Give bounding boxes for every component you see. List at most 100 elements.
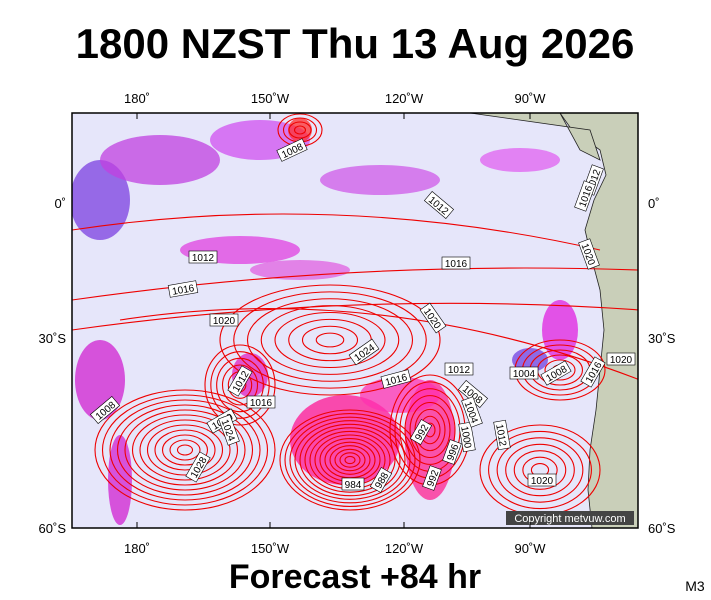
isobar [513, 450, 567, 490]
isobar [146, 424, 224, 476]
label-box [246, 395, 276, 409]
model-code: M3 [685, 578, 705, 594]
isobar-label: 1020 [527, 473, 557, 487]
isobar [304, 427, 396, 493]
label-box [606, 352, 636, 366]
bottom-lon-label: 180˚ [124, 541, 150, 556]
isobar [221, 364, 259, 406]
isobar-value: 1016 [171, 283, 195, 298]
isobar-label: 1012 [493, 419, 511, 451]
isobar [274, 311, 386, 369]
isobar [109, 399, 261, 501]
isobar [169, 439, 201, 461]
isobar [496, 437, 584, 503]
precipitation [250, 260, 350, 280]
isobar-value: 1016 [250, 398, 273, 409]
top-lon-label: 180˚ [124, 91, 150, 106]
right-lat-label: 0˚ [648, 196, 660, 211]
left-lat-label: 30˚S [39, 331, 67, 346]
isobar-label: 984 [341, 477, 365, 491]
isobar-value: 1020 [213, 316, 236, 327]
label-box [276, 138, 308, 162]
isobar [72, 213, 601, 251]
isobar [284, 413, 416, 507]
isobar [124, 409, 246, 491]
land [469, 113, 601, 161]
label-box [442, 439, 462, 465]
label-box [458, 421, 476, 453]
isobar [119, 308, 638, 380]
top-lon-label: 120˚W [385, 91, 424, 106]
isobar [154, 429, 216, 471]
isobar-label: 1016 [246, 395, 276, 409]
precipitation [72, 160, 130, 240]
label-box [227, 365, 253, 397]
isobar [101, 394, 269, 506]
label-box [348, 338, 380, 366]
isobar-value: 1000 [458, 425, 473, 449]
precipitation [542, 300, 578, 360]
isobar-label: 1004 [509, 366, 539, 380]
right-lat-label: 60˚S [648, 521, 676, 536]
label-box [185, 451, 211, 483]
precipitation [320, 165, 440, 195]
label-box [209, 313, 239, 327]
label-box [527, 473, 557, 487]
isobar [339, 452, 361, 468]
right-lat-label: 30˚S [648, 331, 676, 346]
isobar [116, 404, 254, 496]
label-box [409, 419, 433, 445]
label-box [580, 356, 606, 388]
isobar [161, 434, 209, 466]
isobar-value: 1016 [445, 259, 468, 270]
isobar-value: 1012 [448, 365, 471, 376]
label-box [493, 419, 511, 451]
isobar-label: 1012 [444, 362, 474, 376]
left-lat-label: 0˚ [54, 196, 66, 211]
label-box [574, 180, 596, 212]
isobar [139, 419, 231, 481]
label-box [423, 190, 455, 220]
isobar [279, 409, 421, 511]
isobar-value: 1020 [610, 355, 633, 366]
label-box [422, 465, 442, 491]
copyright: Copyright metvuw.com [514, 513, 625, 525]
precipitation [100, 135, 220, 185]
map-frame [71, 112, 639, 529]
label-box [89, 395, 121, 425]
label-box [419, 302, 447, 334]
isobar [329, 445, 371, 475]
label-box [380, 369, 412, 389]
label-box [540, 360, 572, 386]
isobar [204, 344, 276, 426]
top-lon-label: 90˚W [514, 91, 546, 106]
isobar [544, 359, 576, 381]
label-box [441, 256, 471, 270]
isobar [210, 351, 270, 419]
label-box [369, 467, 393, 493]
label-box [578, 238, 600, 270]
isobar [246, 298, 414, 382]
top-lon-label: 150˚W [251, 91, 290, 106]
forecast-label: Forecast +84 hr [229, 558, 481, 596]
precipitation [512, 348, 548, 372]
isobar [233, 291, 427, 389]
isobar [293, 125, 307, 135]
isobar [176, 444, 194, 456]
label-box [188, 250, 218, 264]
isobar-label: 1020 [209, 313, 239, 327]
isobar-value: 1004 [513, 369, 536, 380]
precipitation [290, 395, 400, 485]
isobar [294, 420, 406, 500]
precipitation [288, 118, 312, 142]
bottom-lon-label: 120˚W [385, 541, 424, 556]
title: 1800 NZST Thu 13 Aug 2026 [76, 20, 635, 67]
isobar-value: 1012 [192, 253, 215, 264]
isobar [219, 284, 441, 396]
isobar [94, 389, 276, 511]
isobar [404, 395, 456, 465]
isobar-value: 984 [345, 480, 362, 491]
isobar [488, 430, 592, 510]
